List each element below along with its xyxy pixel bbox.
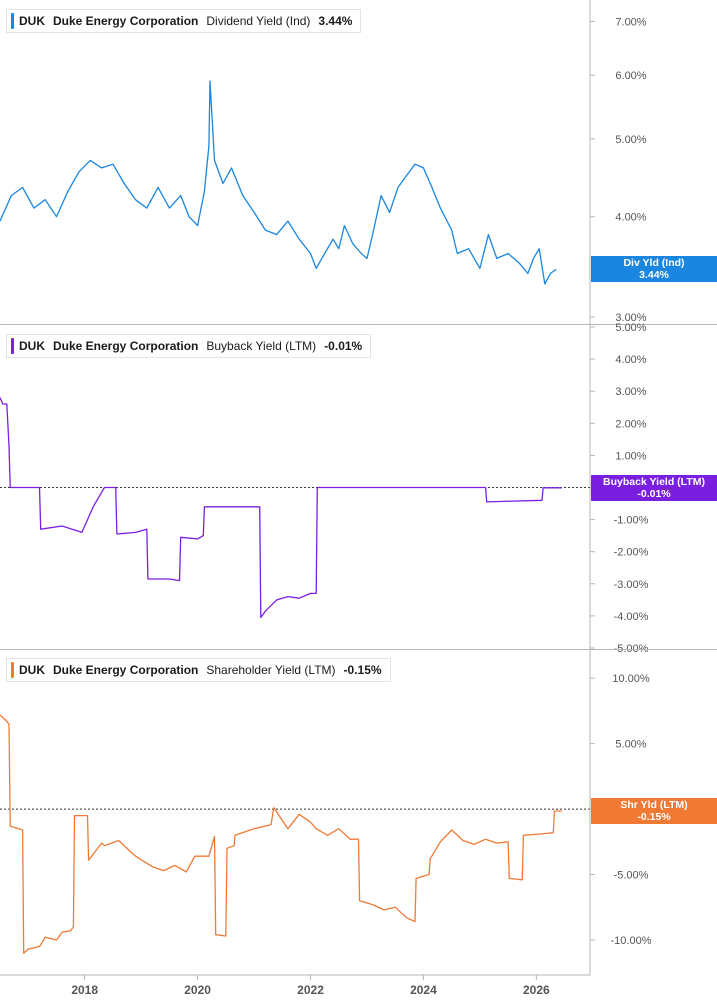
series-line [0,714,562,954]
flag-label: Div Yld (Ind) [623,257,685,270]
y-tick-label: -3.00% [614,579,649,591]
y-tick-label: 4.00% [615,212,646,224]
y-tick-label: 5.00% [615,134,646,146]
y-tick-label: 6.00% [615,70,646,82]
y-tick-label: -1.00% [614,515,649,527]
y-tick-label: -2.00% [614,547,649,559]
y-tick-label: -10.00% [611,935,652,947]
y-tick-label: -5.00% [614,870,649,882]
flag-value: -0.01% [637,487,671,500]
flag-buyback-yield: Buyback Yield (LTM) -0.01% [591,474,717,501]
legend-color-swatch [11,13,14,29]
y-tick-label: 7.00% [615,16,646,28]
legend-value: -0.15% [343,663,382,677]
flag-shareholder-yield: Shr Yld (LTM) -0.15% [591,798,717,825]
legend-shareholder-yield: DUK Duke Energy Corporation Shareholder … [6,658,391,682]
legend-metric: Dividend Yield (Ind) [206,14,311,28]
legend-company: Duke Energy Corporation [53,339,199,353]
legend-metric: Shareholder Yield (LTM) [206,663,336,677]
flag-value: -0.15% [637,811,671,824]
flag-dividend-yield: Div Yld (Ind) 3.44% [591,256,717,283]
y-tick-label: 10.00% [612,673,650,685]
flag-label: Shr Yld (LTM) [620,799,688,812]
y-tick-label: 3.00% [615,312,646,324]
legend-value: 3.44% [318,14,353,28]
y-tick-label: 5.00% [615,739,646,751]
legend-ticker: DUK [19,663,45,677]
legend-value: -0.01% [324,339,363,353]
y-tick-label: 4.00% [615,354,646,366]
y-tick-label: 3.00% [615,386,646,398]
flag-label: Buyback Yield (LTM) [603,475,705,488]
legend-color-swatch [11,662,14,678]
legend-metric: Buyback Yield (LTM) [206,339,317,353]
x-tick-label: 2018 [71,983,98,997]
x-tick-label: 2026 [523,983,550,997]
x-tick-label: 2020 [184,983,211,997]
legend-ticker: DUK [19,339,45,353]
y-tick-label: 2.00% [615,418,646,430]
flag-value: 3.44% [639,269,669,282]
legend-buyback-yield: DUK Duke Energy Corporation Buyback Yiel… [6,334,372,358]
legend-dividend-yield: DUK Duke Energy Corporation Dividend Yie… [6,9,362,33]
legend-company: Duke Energy Corporation [53,663,199,677]
legend-company: Duke Energy Corporation [53,14,199,28]
y-tick-label: -4.00% [614,611,649,623]
legend-color-swatch [11,338,14,354]
series-line [0,397,562,619]
x-tick-label: 2024 [410,983,437,997]
y-tick-label: 1.00% [615,450,646,462]
series-line [0,80,557,285]
legend-ticker: DUK [19,14,45,28]
y-tick-label: 5.00% [615,322,646,334]
x-tick-label: 2022 [297,983,324,997]
